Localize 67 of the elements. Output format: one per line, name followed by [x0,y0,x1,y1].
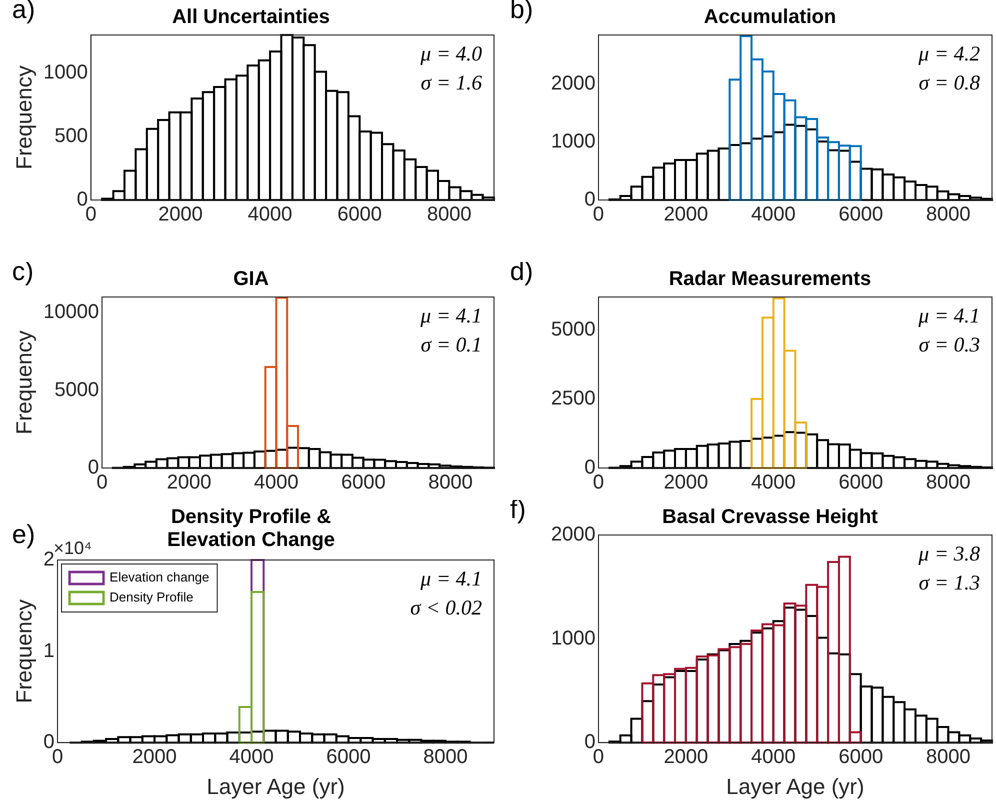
y-tick-label: 500 [54,125,88,148]
x-tick-label: 6000 [838,204,884,226]
x-tick-label: 2000 [166,472,212,494]
y-tick-label: 10000 [43,301,100,324]
y-tick-label: 0 [76,188,88,211]
y-axis-title: Frequency [11,330,36,434]
x-tick-label: 2000 [158,204,203,226]
y-tick-label: 2000 [550,524,596,546]
y-tick-label: 1000 [43,62,88,84]
annotation: σ = 1.3 [918,570,980,595]
x-tick-label: 8000 [423,746,468,768]
annotation: σ = 1.6 [420,70,482,95]
annotation: σ = 0.3 [918,332,980,357]
x-tick-label: 8000 [926,204,971,226]
legend-label: Elevation change [110,570,210,585]
y-tick-label: 2 [43,548,55,571]
x-tick-label: 6000 [337,204,382,226]
annotation: σ = 0.8 [918,70,980,95]
y-tick-label: 0 [584,456,596,479]
x-tick-label: 2000 [664,746,708,768]
y-tick-label: 5000 [550,318,596,341]
x-tick-label: 8000 [926,472,971,494]
y-tick-label: 0 [584,731,596,754]
x-tick-label: 6000 [326,746,371,768]
x-tick-label: 6000 [838,472,884,494]
y-axis-title: Frequency [11,66,36,170]
x-tick-label: 8000 [426,204,472,226]
chart-title: Accumulation [704,6,836,28]
y-axis-title: Frequency [11,599,36,704]
x-tick-label: 2000 [664,204,708,226]
annotation: μ = 4.1 [420,566,482,591]
x-tick-label: 8000 [428,472,473,494]
annotation: μ = 4.0 [420,42,482,66]
x-tick-label: 6000 [838,746,884,768]
chart-title: Density Profile & Elevation Change [167,506,335,552]
annotation: σ < 0.02 [410,596,482,620]
chart-title: All Uncertainties [172,6,330,28]
y-tick-label: 1 [43,640,55,662]
annotation: μ = 4.1 [420,304,482,328]
text: e) [12,519,36,550]
x-axis-title: Layer Age (yr) [206,774,345,799]
text: ×10⁴ [54,538,92,558]
y-tick-label: 1000 [550,130,596,153]
annotation: μ = 3.8 [918,542,980,566]
y-tick-label: 5000 [54,378,100,401]
x-tick-label: 6000 [341,472,386,494]
chart-title: Basal Crevasse Height [662,506,878,528]
x-tick-label: 4000 [248,204,292,226]
x-tick-label: 4000 [751,472,796,494]
x-tick-label: 4000 [254,472,298,494]
chart-title: GIA [233,268,269,290]
x-tick-label: 4000 [751,746,796,768]
annotation: σ = 0.1 [420,332,482,357]
y-tick-label: 1000 [550,627,596,650]
x-tick-label: 2000 [664,472,708,494]
chart-title: Radar Measurements [668,268,872,290]
y-tick-label: 2000 [550,72,596,95]
x-tick-label: 4000 [229,746,274,768]
legend-label: Density Profile [110,590,194,605]
y-tick-label: 0 [584,188,596,211]
x-axis-title: Layer Age (yr) [726,774,864,799]
x-tick-label: 4000 [751,204,796,226]
x-tick-label: 8000 [926,746,971,768]
y-tick-label: 2500 [550,388,596,410]
x-tick-label: 2000 [132,746,177,768]
annotation: μ = 4.2 [918,42,980,66]
annotation: μ = 4.1 [918,304,980,328]
